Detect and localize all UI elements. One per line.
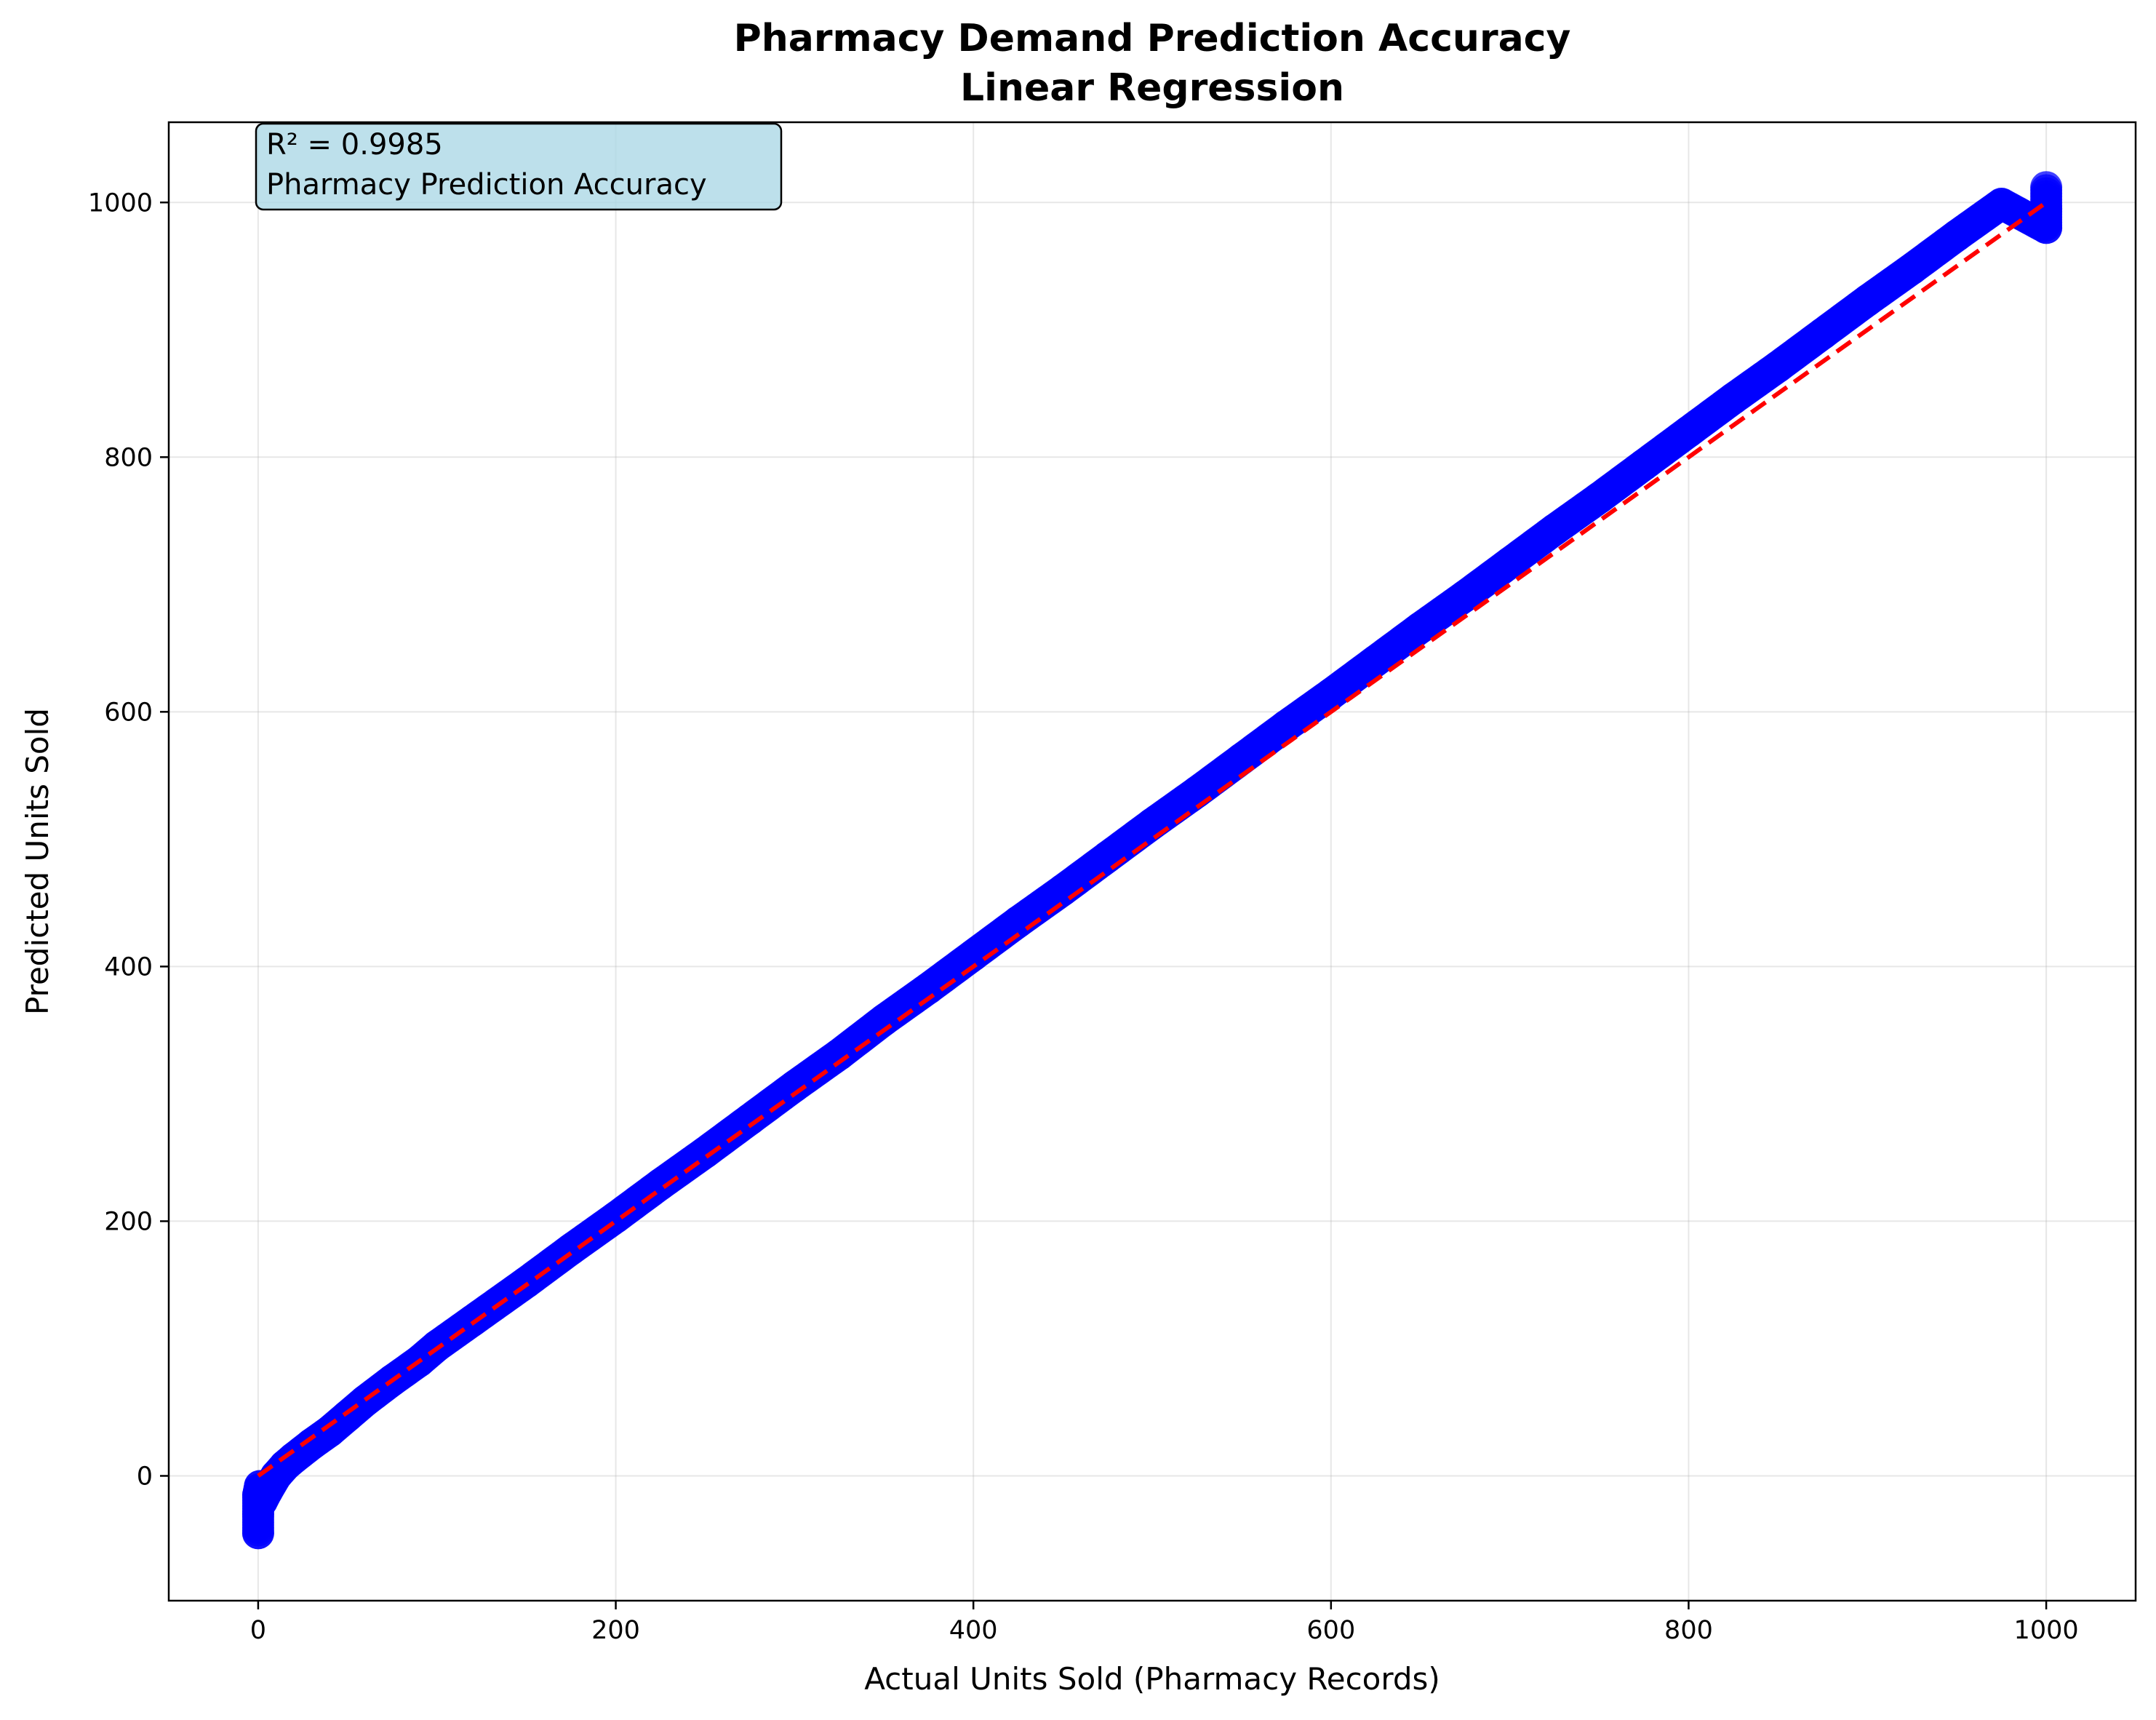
scatter-point: [1762, 351, 1794, 383]
scatter-point: [644, 1168, 676, 1201]
y-axis-ticks: 0 200 400 600 800 1000: [88, 188, 169, 1491]
y-tick-label: 600: [104, 698, 153, 727]
scatter-point: [778, 1070, 811, 1102]
x-axis-label: Actual Units Sold (Pharmacy Records): [864, 1661, 1440, 1697]
x-tick-label: 200: [591, 1616, 640, 1645]
scatter-point: [868, 1003, 901, 1036]
scatter-point: [1225, 743, 1258, 776]
scatter-point: [1851, 284, 1884, 317]
x-tick-label: 600: [1306, 1616, 1355, 1645]
scatter-point: [1181, 776, 1213, 808]
scatter-point: [957, 939, 990, 971]
scatter-point: [1136, 808, 1168, 840]
scatter-point: [1314, 677, 1347, 710]
scatter-point: [1806, 317, 1839, 350]
scatter-point: [1538, 514, 1571, 546]
scatter-point: [1896, 252, 1928, 285]
scatter-point: [1672, 415, 1705, 448]
annotation-box: R² = 0.9985 Pharmacy Prediction Accuracy: [255, 122, 783, 211]
scatter-point: [1002, 906, 1034, 939]
annotation-background: [255, 122, 783, 211]
y-tick-label: 200: [104, 1207, 153, 1236]
scatter-point: [1091, 840, 1124, 873]
scatter-point: [1047, 874, 1079, 907]
y-tick-label: 1000: [88, 188, 153, 218]
scatter-point: [1270, 709, 1303, 742]
scatter-point: [1628, 448, 1660, 481]
scatter-point: [1985, 188, 2018, 220]
chart-title: Pharmacy Demand Prediction Accuracy: [734, 17, 1571, 60]
scatter-point: [912, 972, 945, 1005]
scatter-point: [1717, 382, 1749, 415]
x-axis-ticks: 0 200 400 600 800 1000: [250, 1601, 2079, 1645]
scatter-point: [1404, 611, 1437, 644]
scatter-point: [2030, 171, 2063, 204]
y-tick-label: 800: [104, 443, 153, 472]
scatter-point: [1449, 580, 1482, 613]
grid: [169, 122, 2136, 1601]
annotation-subtitle: Pharmacy Prediction Accuracy: [266, 168, 707, 202]
x-tick-label: 400: [949, 1616, 998, 1645]
scatter-point: [689, 1136, 722, 1168]
scatter-point: [1360, 645, 1392, 677]
x-tick-label: 800: [1664, 1616, 1713, 1645]
scatter-point: [1493, 546, 1526, 579]
annotation-r-squared: R² = 0.9985: [266, 128, 443, 162]
x-tick-label: 0: [250, 1616, 266, 1645]
y-axis-label: Predicted Units Sold: [20, 708, 55, 1015]
plot-frame: [167, 121, 2137, 1602]
scatter-point: [733, 1103, 766, 1136]
y-tick-label: 400: [104, 952, 153, 982]
scatter-point: [1941, 219, 1973, 252]
y-tick-label: 0: [137, 1462, 153, 1491]
scatter-point: [1583, 482, 1616, 514]
x-tick-label: 1000: [2014, 1616, 2079, 1645]
scatter-point: [823, 1038, 855, 1071]
chart-subtitle: Linear Regression: [960, 66, 1344, 110]
